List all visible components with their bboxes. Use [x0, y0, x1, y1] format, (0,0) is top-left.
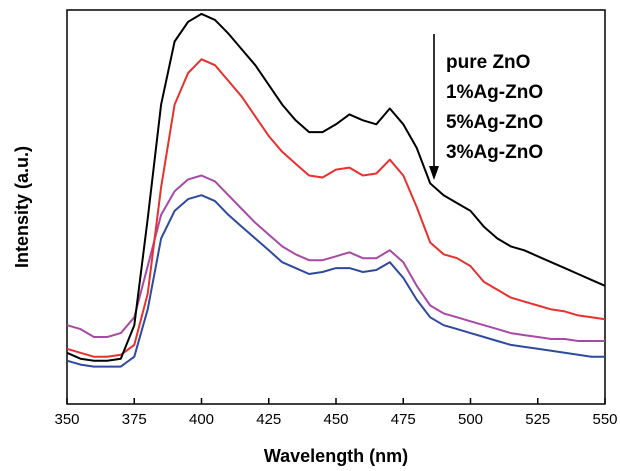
series-line-5-ag-zno	[66, 174, 605, 342]
x-tick-label: 350	[54, 411, 79, 428]
series-line-3-ag-zno	[66, 194, 605, 368]
x-tick-label: 450	[323, 411, 348, 428]
series-line-1-ag-zno	[66, 58, 606, 358]
legend-item-5-ag-zno: 5%Ag-ZnO	[446, 112, 543, 133]
legend: pure ZnO 1%Ag-ZnO 5%Ag-ZnO 3%Ag-ZnO	[429, 34, 543, 180]
x-tick-label: 550	[592, 411, 617, 428]
x-tick-label: 475	[391, 411, 416, 428]
legend-item-3-ag-zno: 3%Ag-ZnO	[446, 142, 543, 163]
series-layer	[66, 12, 606, 368]
series-line-pure-zno	[66, 12, 606, 362]
x-axis-title: Wavelength (nm)	[264, 446, 408, 466]
x-tick-label: 525	[525, 411, 550, 428]
legend-arrow-head	[429, 166, 439, 180]
x-tick-label: 400	[189, 411, 214, 428]
x-tick-label: 500	[458, 411, 483, 428]
x-tick-label: 375	[122, 411, 147, 428]
x-tick-label: 425	[256, 411, 281, 428]
legend-item-pure-zno: pure ZnO	[446, 52, 530, 73]
legend-item-1-ag-zno: 1%Ag-ZnO	[446, 82, 543, 103]
y-axis-title: Intensity (a.u.)	[12, 146, 32, 268]
x-axis-ticks: 350 375 400 425 450 475 500 525 550	[54, 398, 618, 428]
